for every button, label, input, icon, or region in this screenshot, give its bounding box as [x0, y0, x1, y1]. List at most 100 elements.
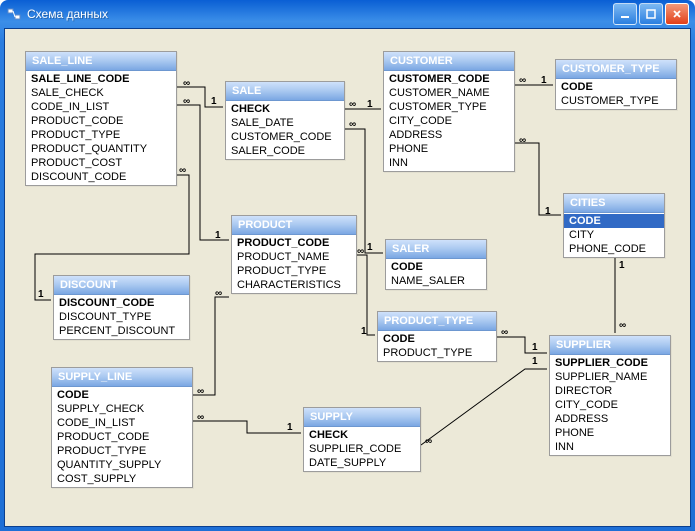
table-field[interactable]: PRODUCT_CODE	[26, 114, 176, 128]
table-field[interactable]: PRODUCT_COST	[26, 156, 176, 170]
table-header[interactable]: SALER	[386, 240, 486, 259]
table-field[interactable]: PRODUCT_TYPE	[378, 346, 496, 360]
table-customer_type[interactable]: CUSTOMER_TYPECODECUSTOMER_TYPE	[555, 59, 677, 110]
table-sale[interactable]: SALECHECKSALE_DATECUSTOMER_CODESALER_COD…	[225, 81, 345, 160]
table-cities[interactable]: CITIESCODECITYPHONE_CODE	[563, 193, 665, 258]
table-field[interactable]: PHONE	[384, 142, 514, 156]
table-field[interactable]: CHARACTERISTICS	[232, 278, 356, 292]
table-field[interactable]: CHECK	[226, 102, 344, 116]
table-field[interactable]: ADDRESS	[384, 128, 514, 142]
table-supply_line[interactable]: SUPPLY_LINECODESUPPLY_CHECKCODE_IN_LISTP…	[51, 367, 193, 488]
table-field[interactable]: PRODUCT_TYPE	[232, 264, 356, 278]
app-icon	[6, 6, 22, 22]
table-field[interactable]: SALE_DATE	[226, 116, 344, 130]
table-field[interactable]: PHONE	[550, 426, 670, 440]
table-header[interactable]: SALE	[226, 82, 344, 101]
table-header[interactable]: SUPPLY	[304, 408, 420, 427]
table-field[interactable]: NAME_SALER	[386, 274, 486, 288]
table-supply[interactable]: SUPPLYCHECKSUPPLIER_CODEDATE_SUPPLY	[303, 407, 421, 472]
table-header[interactable]: PRODUCT_TYPE	[378, 312, 496, 331]
table-field[interactable]: PRODUCT_TYPE	[26, 128, 176, 142]
table-fields: PRODUCT_CODEPRODUCT_NAMEPRODUCT_TYPECHAR…	[232, 235, 356, 293]
svg-text:1: 1	[532, 356, 538, 367]
table-field[interactable]: INN	[384, 156, 514, 170]
table-field[interactable]: CITY_CODE	[550, 398, 670, 412]
table-field[interactable]: SUPPLIER_NAME	[550, 370, 670, 384]
svg-text:∞: ∞	[197, 412, 204, 423]
table-field[interactable]: DISCOUNT_TYPE	[54, 310, 189, 324]
table-field[interactable]: DATE_SUPPLY	[304, 456, 420, 470]
table-field[interactable]: CUSTOMER_TYPE	[556, 94, 676, 108]
table-field[interactable]: DIRECTOR	[550, 384, 670, 398]
svg-text:∞: ∞	[183, 78, 190, 89]
table-header[interactable]: SALE_LINE	[26, 52, 176, 71]
table-field[interactable]: ADDRESS	[550, 412, 670, 426]
table-field[interactable]: SUPPLY_CHECK	[52, 402, 192, 416]
table-customer[interactable]: CUSTOMERCUSTOMER_CODECUSTOMER_NAMECUSTOM…	[383, 51, 515, 172]
table-field[interactable]: PHONE_CODE	[564, 242, 664, 256]
table-field[interactable]: PRODUCT_TYPE	[52, 444, 192, 458]
svg-text:∞: ∞	[425, 436, 432, 447]
table-header[interactable]: DISCOUNT	[54, 276, 189, 295]
table-field[interactable]: CODE	[564, 214, 664, 228]
svg-text:1: 1	[367, 99, 373, 110]
table-field[interactable]: CODE_IN_LIST	[52, 416, 192, 430]
window-buttons	[613, 3, 689, 25]
table-field[interactable]: DISCOUNT_CODE	[54, 296, 189, 310]
table-field[interactable]: CITY	[564, 228, 664, 242]
table-product_type[interactable]: PRODUCT_TYPECODEPRODUCT_TYPE	[377, 311, 497, 362]
table-field[interactable]: CODE	[378, 332, 496, 346]
table-header[interactable]: CUSTOMER_TYPE	[556, 60, 676, 79]
table-fields: CODEPRODUCT_TYPE	[378, 331, 496, 361]
table-field[interactable]: SALE_CHECK	[26, 86, 176, 100]
table-product[interactable]: PRODUCTPRODUCT_CODEPRODUCT_NAMEPRODUCT_T…	[231, 215, 357, 294]
table-field[interactable]: CUSTOMER_CODE	[384, 72, 514, 86]
table-field[interactable]: CHECK	[304, 428, 420, 442]
table-header[interactable]: PRODUCT	[232, 216, 356, 235]
table-field[interactable]: CUSTOMER_CODE	[226, 130, 344, 144]
schema-canvas[interactable]: ∞1∞1∞1∞1∞1∞1∞1∞1∞∞∞1∞1∞1∞1 SALE_LINESALE…	[5, 29, 690, 526]
table-field[interactable]: CUSTOMER_NAME	[384, 86, 514, 100]
table-header[interactable]: SUPPLIER	[550, 336, 670, 355]
table-field[interactable]: PRODUCT_QUANTITY	[26, 142, 176, 156]
table-field[interactable]: SALE_LINE_CODE	[26, 72, 176, 86]
table-field[interactable]: CODE	[52, 388, 192, 402]
table-field[interactable]: CODE_IN_LIST	[26, 100, 176, 114]
table-fields: CODECUSTOMER_TYPE	[556, 79, 676, 109]
svg-text:1: 1	[361, 326, 367, 337]
table-field[interactable]: PERCENT_DISCOUNT	[54, 324, 189, 338]
table-field[interactable]: DISCOUNT_CODE	[26, 170, 176, 184]
table-field[interactable]: SUPPLIER_CODE	[304, 442, 420, 456]
table-field[interactable]: COST_SUPPLY	[52, 472, 192, 486]
table-field[interactable]: CUSTOMER_TYPE	[384, 100, 514, 114]
table-field[interactable]: CODE	[386, 260, 486, 274]
table-saler[interactable]: SALERCODENAME_SALER	[385, 239, 487, 290]
app-window: Схема данных ∞1∞1∞1∞1∞1∞1∞1∞1∞∞∞1∞1∞1∞1 …	[0, 0, 695, 531]
svg-text:∞: ∞	[519, 75, 526, 86]
titlebar[interactable]: Схема данных	[0, 0, 695, 28]
table-header[interactable]: SUPPLY_LINE	[52, 368, 192, 387]
table-field[interactable]: PRODUCT_CODE	[232, 236, 356, 250]
table-field[interactable]: INN	[550, 440, 670, 454]
table-field[interactable]: QUANTITY_SUPPLY	[52, 458, 192, 472]
close-button[interactable]	[665, 3, 689, 25]
table-field[interactable]: CODE	[556, 80, 676, 94]
table-header[interactable]: CITIES	[564, 194, 664, 213]
svg-text:∞: ∞	[349, 99, 356, 110]
table-fields: CODECITYPHONE_CODE	[564, 213, 664, 257]
table-discount[interactable]: DISCOUNTDISCOUNT_CODEDISCOUNT_TYPEPERCEN…	[53, 275, 190, 340]
svg-text:∞: ∞	[519, 135, 526, 146]
table-field[interactable]: SALER_CODE	[226, 144, 344, 158]
table-field[interactable]: CITY_CODE	[384, 114, 514, 128]
table-field[interactable]: PRODUCT_CODE	[52, 430, 192, 444]
table-field[interactable]: SUPPLIER_CODE	[550, 356, 670, 370]
table-fields: DISCOUNT_CODEDISCOUNT_TYPEPERCENT_DISCOU…	[54, 295, 189, 339]
table-sale_line[interactable]: SALE_LINESALE_LINE_CODESALE_CHECKCODE_IN…	[25, 51, 177, 186]
svg-text:1: 1	[545, 206, 551, 217]
table-field[interactable]: PRODUCT_NAME	[232, 250, 356, 264]
maximize-button[interactable]	[639, 3, 663, 25]
table-fields: CHECKSUPPLIER_CODEDATE_SUPPLY	[304, 427, 420, 471]
table-header[interactable]: CUSTOMER	[384, 52, 514, 71]
minimize-button[interactable]	[613, 3, 637, 25]
table-supplier[interactable]: SUPPLIERSUPPLIER_CODESUPPLIER_NAMEDIRECT…	[549, 335, 671, 456]
